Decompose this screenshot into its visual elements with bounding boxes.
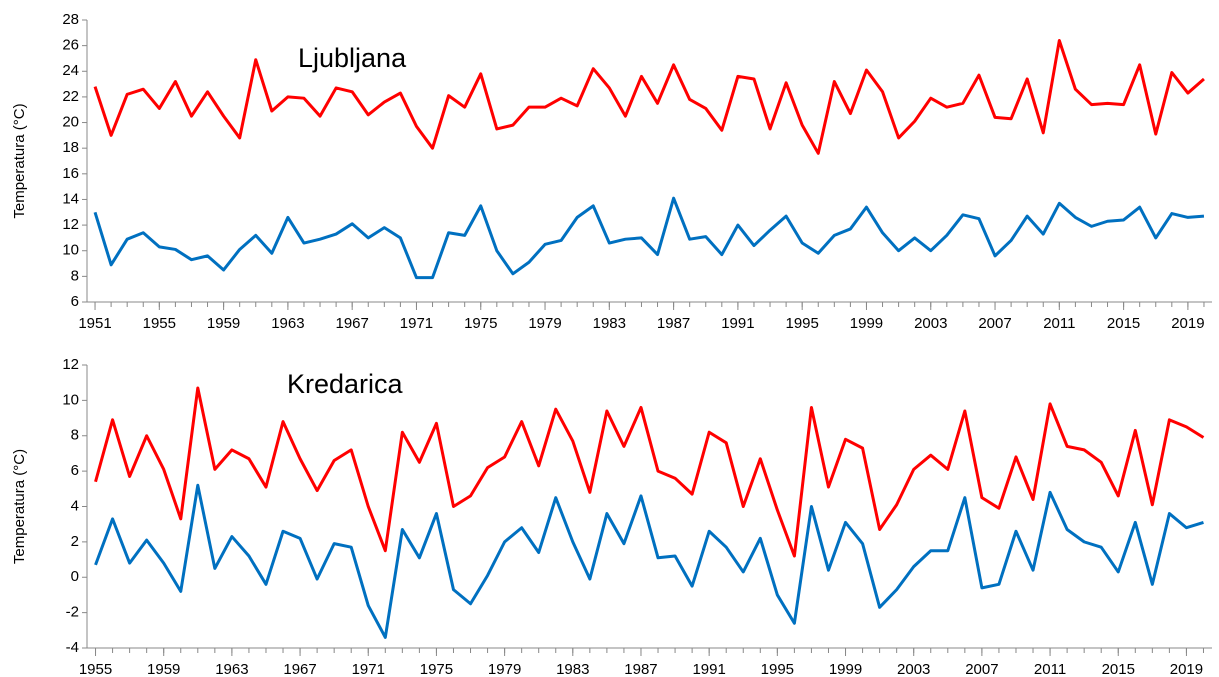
y-tick-label: 6 xyxy=(71,462,79,479)
x-tick-label: 1987 xyxy=(624,661,657,677)
x-tick-label: 1999 xyxy=(829,661,862,677)
x-tick-label: 1959 xyxy=(207,315,240,332)
x-tick-label: 1995 xyxy=(785,315,818,332)
y-tick-label: 2 xyxy=(71,533,79,550)
x-tick-label: 2015 xyxy=(1107,315,1140,332)
data-line xyxy=(93,196,1205,280)
chart-title: Ljubljana xyxy=(298,43,407,73)
x-tick-label: 1983 xyxy=(556,661,589,677)
y-tick-label: 8 xyxy=(71,267,79,284)
data-line xyxy=(93,39,1205,155)
y-axis-label: Temperatura (°C) xyxy=(11,103,28,218)
y-tick-label: 16 xyxy=(62,165,79,182)
y-tick-label: 24 xyxy=(62,62,79,79)
x-tick-label: 1971 xyxy=(352,661,385,677)
y-tick-label: 8 xyxy=(71,427,79,444)
x-tick-label: 1979 xyxy=(528,315,561,332)
x-tick-label: 1967 xyxy=(335,315,368,332)
data-line xyxy=(94,483,1204,639)
x-tick-label: 1975 xyxy=(420,661,453,677)
x-tick-label: 2019 xyxy=(1171,315,1204,332)
x-tick-label: 1979 xyxy=(488,661,521,677)
y-tick-label: 12 xyxy=(62,356,79,373)
x-tick-label: 1975 xyxy=(464,315,497,332)
y-tick-label: 20 xyxy=(62,114,79,131)
x-tick-label: 2003 xyxy=(914,315,947,332)
x-tick-label: 2007 xyxy=(978,315,1011,332)
x-tick-label: 2015 xyxy=(1102,661,1135,677)
x-tick-label: 1995 xyxy=(761,661,794,677)
y-tick-label: 26 xyxy=(62,37,79,54)
x-tick-label: 1955 xyxy=(143,315,176,332)
x-tick-label: 2003 xyxy=(897,661,930,677)
x-tick-label: 1963 xyxy=(271,315,304,332)
x-tick-label: 1983 xyxy=(593,315,626,332)
x-tick-label: 1951 xyxy=(78,315,111,332)
y-axis-label: Temperatura (°C) xyxy=(11,449,28,564)
y-tick-label: 14 xyxy=(62,190,79,207)
x-tick-label: 1963 xyxy=(215,661,248,677)
y-tick-label: -2 xyxy=(66,604,79,621)
x-tick-label: 1991 xyxy=(721,315,754,332)
x-tick-label: 2007 xyxy=(965,661,998,677)
x-tick-label: 2011 xyxy=(1043,315,1075,332)
y-tick-label: 28 xyxy=(62,11,79,28)
x-tick-label: 1999 xyxy=(850,315,883,332)
x-tick-label: 2011 xyxy=(1034,661,1066,677)
x-tick-label: 1955 xyxy=(79,661,112,677)
y-tick-label: -4 xyxy=(66,639,79,656)
y-tick-label: 4 xyxy=(71,497,79,514)
y-tick-label: 22 xyxy=(62,88,79,105)
y-tick-label: 10 xyxy=(62,391,79,408)
x-tick-label: 1971 xyxy=(400,315,433,332)
x-tick-label: 1991 xyxy=(692,661,725,677)
x-tick-label: 1987 xyxy=(657,315,690,332)
x-tick-label: 1967 xyxy=(283,661,316,677)
y-tick-label: 18 xyxy=(62,139,79,156)
y-tick-label: 10 xyxy=(62,242,79,259)
chart-title: Kredarica xyxy=(287,369,404,399)
x-tick-label: 2019 xyxy=(1170,661,1203,677)
y-tick-label: 0 xyxy=(71,568,79,585)
y-tick-label: 6 xyxy=(71,293,79,310)
y-tick-label: 12 xyxy=(62,216,79,233)
data-line xyxy=(94,386,1205,558)
x-tick-label: 1959 xyxy=(147,661,180,677)
